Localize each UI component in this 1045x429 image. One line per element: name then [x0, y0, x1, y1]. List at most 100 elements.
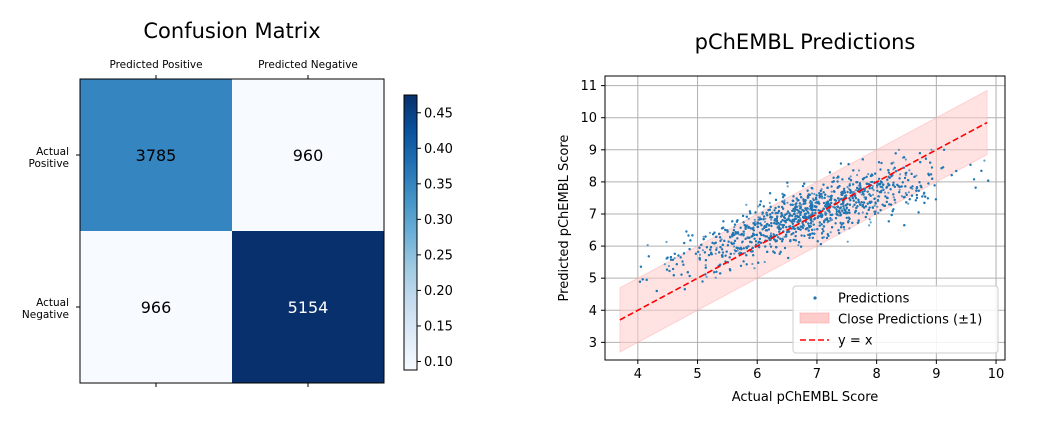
y-tick-label: 7	[589, 207, 597, 222]
prediction-point	[792, 225, 795, 228]
prediction-point	[904, 185, 907, 188]
prediction-point	[738, 233, 741, 236]
prediction-point	[755, 233, 758, 236]
prediction-point	[715, 270, 718, 273]
prediction-point	[749, 227, 752, 230]
prediction-point	[833, 190, 836, 193]
row-label-actual-negative-line2: Negative	[22, 309, 69, 321]
prediction-point	[781, 219, 784, 222]
prediction-point	[687, 234, 690, 237]
prediction-point	[821, 197, 824, 200]
prediction-point	[742, 230, 745, 233]
prediction-point	[758, 203, 762, 206]
prediction-point	[833, 206, 836, 209]
prediction-point	[907, 179, 910, 182]
prediction-point	[666, 256, 669, 259]
prediction-point	[781, 214, 784, 217]
prediction-point	[732, 242, 736, 245]
prediction-point	[745, 215, 748, 218]
prediction-point	[861, 158, 864, 161]
prediction-point	[764, 235, 767, 238]
prediction-point	[885, 186, 888, 189]
prediction-point	[718, 232, 721, 235]
legend-band-label: Close Predictions (±1)	[838, 313, 982, 328]
prediction-point	[745, 263, 748, 266]
prediction-point	[911, 187, 914, 190]
prediction-point	[714, 276, 717, 279]
cell-true-positive	[80, 79, 232, 231]
prediction-point	[810, 204, 813, 207]
prediction-point	[797, 210, 800, 213]
prediction-point	[781, 205, 784, 209]
prediction-point	[860, 201, 863, 204]
prediction-point	[754, 211, 757, 214]
prediction-point	[876, 184, 879, 187]
prediction-point	[791, 203, 794, 206]
prediction-point	[848, 197, 851, 200]
prediction-point	[839, 162, 843, 165]
prediction-point	[822, 230, 825, 233]
prediction-point	[915, 187, 918, 190]
prediction-point	[811, 232, 814, 235]
prediction-point	[887, 171, 891, 174]
prediction-point	[748, 210, 752, 213]
prediction-point	[844, 204, 847, 207]
prediction-point	[802, 223, 805, 226]
prediction-point	[870, 173, 873, 176]
y-tick-label: 8	[589, 175, 597, 190]
colorbar-tick-label: 0.35	[424, 177, 453, 192]
prediction-point	[915, 174, 918, 177]
prediction-point	[802, 202, 805, 205]
prediction-point	[924, 157, 928, 160]
prediction-point	[826, 186, 829, 189]
prediction-point	[808, 236, 811, 239]
prediction-point	[783, 235, 786, 238]
prediction-point	[842, 205, 845, 208]
prediction-point	[907, 202, 910, 205]
prediction-point	[866, 190, 869, 193]
prediction-point	[842, 222, 845, 225]
prediction-point	[683, 288, 686, 291]
prediction-point	[843, 189, 846, 192]
prediction-point	[861, 190, 864, 193]
prediction-point	[729, 236, 732, 239]
prediction-point	[759, 200, 762, 203]
prediction-point	[841, 192, 845, 195]
prediction-point	[739, 226, 742, 229]
prediction-point	[915, 196, 919, 199]
prediction-point	[782, 207, 785, 210]
prediction-point	[876, 205, 879, 208]
prediction-point	[862, 187, 866, 190]
prediction-point	[861, 211, 864, 214]
column-label-predicted-negative: Predicted Negative	[258, 59, 358, 71]
prediction-point	[849, 175, 852, 178]
prediction-point	[792, 232, 795, 235]
prediction-point	[887, 220, 890, 223]
prediction-point	[813, 228, 816, 231]
prediction-point	[688, 274, 691, 278]
prediction-point	[840, 223, 843, 226]
prediction-point	[669, 258, 673, 261]
prediction-point	[840, 203, 843, 206]
prediction-point	[848, 227, 851, 230]
prediction-point	[758, 237, 762, 240]
prediction-point	[905, 193, 908, 196]
prediction-point	[728, 268, 732, 271]
prediction-point	[845, 194, 848, 197]
prediction-point	[969, 163, 972, 166]
prediction-point	[831, 205, 835, 208]
prediction-point	[814, 196, 818, 200]
prediction-point	[788, 230, 791, 233]
prediction-point	[767, 228, 771, 231]
prediction-point	[805, 227, 808, 230]
prediction-point	[877, 211, 880, 214]
prediction-point	[729, 252, 732, 255]
prediction-point	[785, 233, 788, 236]
prediction-point	[647, 255, 650, 258]
prediction-point	[709, 248, 712, 251]
prediction-point	[839, 207, 842, 210]
prediction-point	[719, 272, 722, 275]
prediction-point	[762, 205, 765, 208]
prediction-point	[840, 226, 843, 229]
legend: Predictions Close Predictions (±1) y = x	[792, 285, 999, 354]
